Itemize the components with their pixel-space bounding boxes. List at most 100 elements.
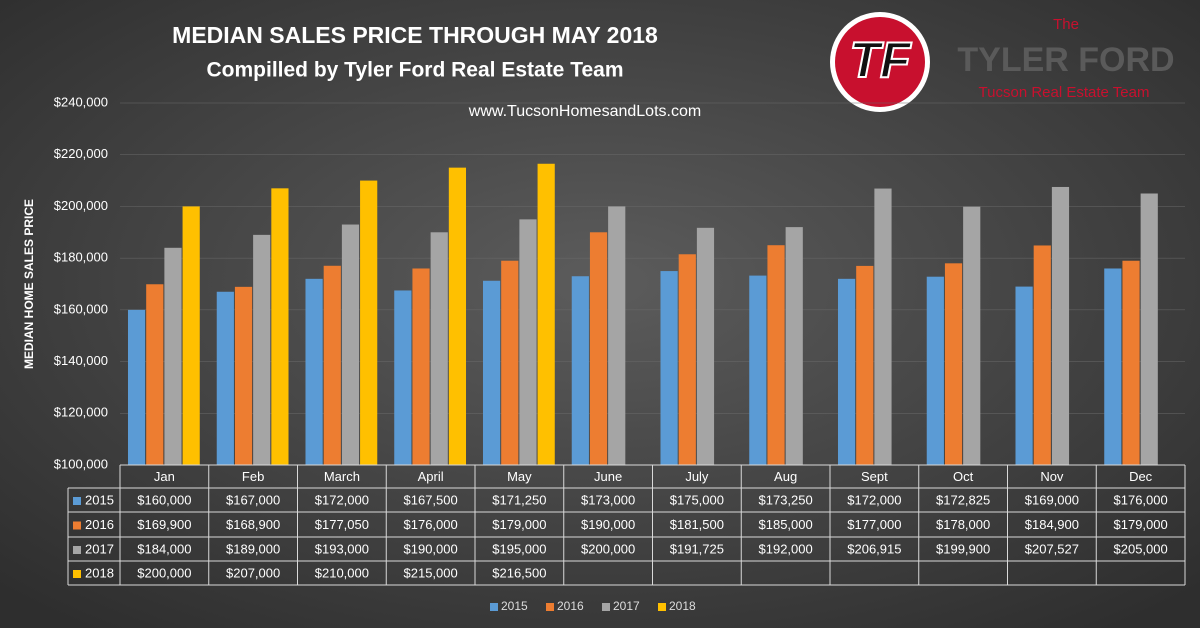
bar (1051, 186, 1070, 466)
bar (963, 206, 981, 466)
bar (271, 188, 289, 466)
table-value: $192,000 (759, 541, 813, 556)
table-value: $206,915 (847, 541, 901, 556)
annotation: www.TucsonHomesandLots.com (468, 103, 701, 120)
legend-label: 2015 (501, 599, 528, 613)
y-tick-label: $200,000 (54, 198, 108, 213)
table-value: $169,000 (1025, 492, 1079, 507)
bar (1140, 193, 1158, 465)
table-value: $185,000 (759, 517, 813, 532)
table-value: $173,250 (759, 492, 813, 507)
table-value: $184,000 (137, 541, 191, 556)
table-value: $184,900 (1025, 517, 1079, 532)
chart-title: MEDIAN SALES PRICE THROUGH MAY 2018 (172, 22, 658, 48)
bar (360, 180, 378, 466)
table-value: $179,000 (1114, 517, 1168, 532)
legend-label: 2018 (669, 599, 696, 613)
table-series-name: 2018 (85, 565, 114, 580)
table-value: $216,500 (492, 565, 546, 580)
table-key (73, 521, 81, 530)
y-tick-label: $160,000 (54, 301, 108, 316)
bar (448, 167, 467, 465)
logo: TF The TYLER FORD Tucson Real Estate Tea… (830, 12, 1175, 112)
bar (785, 227, 803, 465)
table-series-name: 2015 (85, 492, 114, 507)
bar (1122, 260, 1140, 465)
bar (501, 260, 519, 465)
table-value: $189,000 (226, 541, 280, 556)
x-tick-label: March (324, 469, 360, 484)
table-value: $172,000 (847, 492, 901, 507)
table-value: $160,000 (137, 492, 191, 507)
chart-subtitle: Compilled by Tyler Ford Real Estate Team (207, 59, 624, 82)
table-value: $177,050 (315, 517, 369, 532)
bar (767, 245, 785, 465)
logo-name: TYLER FORD (957, 41, 1174, 79)
x-tick-label: Dec (1129, 469, 1153, 484)
logo-circle (835, 17, 925, 107)
table-value: $178,000 (936, 517, 990, 532)
table-key (73, 497, 81, 505)
bar (341, 224, 360, 465)
legend-label: 2016 (557, 599, 584, 613)
x-tick-label: May (507, 469, 532, 484)
y-tick-label: $120,000 (54, 405, 108, 420)
table-value: $191,725 (670, 541, 724, 556)
bar (234, 286, 253, 465)
bar (182, 206, 200, 465)
table-series-name: 2017 (85, 541, 114, 556)
y-tick-label: $220,000 (54, 146, 108, 161)
legend-key (546, 603, 554, 611)
table-value: $207,527 (1025, 541, 1079, 556)
table-key (73, 546, 81, 554)
table-value: $171,250 (492, 492, 546, 507)
bar (926, 276, 944, 465)
table-value: $173,000 (581, 492, 635, 507)
table-value: $177,000 (847, 517, 901, 532)
bar (837, 278, 856, 465)
bar (305, 278, 323, 465)
bar (1033, 245, 1051, 465)
table-value: $190,000 (581, 517, 635, 532)
table-value: $179,000 (492, 517, 546, 532)
table-series-name: 2016 (85, 517, 114, 532)
table-value: $205,000 (1114, 541, 1168, 556)
bar (146, 284, 164, 465)
x-tick-label: Nov (1040, 469, 1064, 484)
bar (127, 309, 146, 465)
legend-key (490, 603, 498, 611)
table-value: $190,000 (404, 541, 458, 556)
bar (430, 232, 448, 465)
x-tick-label: Jan (154, 469, 175, 484)
bar (394, 290, 412, 465)
x-tick-label: June (594, 469, 622, 484)
table-value: $176,000 (404, 517, 458, 532)
bar (571, 276, 589, 465)
y-tick-label: $140,000 (54, 353, 108, 368)
bar (1104, 268, 1122, 465)
x-tick-label: July (685, 469, 709, 484)
logo-tagline: Tucson Real Estate Team (979, 84, 1150, 101)
bar (589, 232, 608, 465)
legend-key (602, 603, 610, 611)
y-tick-label: $180,000 (54, 250, 108, 265)
bar (696, 227, 715, 465)
bar (412, 268, 430, 465)
table-value: $169,900 (137, 517, 191, 532)
bar (482, 280, 501, 465)
bar (537, 163, 555, 465)
bar (253, 234, 271, 465)
x-tick-label: Feb (242, 469, 264, 484)
table-value: $176,000 (1114, 492, 1168, 507)
bar (608, 206, 626, 465)
legend-label: 2017 (613, 599, 640, 613)
table-value: $210,000 (315, 565, 369, 580)
bar (323, 265, 341, 465)
table-value: $199,900 (936, 541, 990, 556)
table-value: $195,000 (492, 541, 546, 556)
table-value: $200,000 (581, 541, 635, 556)
y-tick-label: $100,000 (54, 456, 108, 471)
bar (216, 291, 234, 465)
table-value: $172,825 (936, 492, 990, 507)
